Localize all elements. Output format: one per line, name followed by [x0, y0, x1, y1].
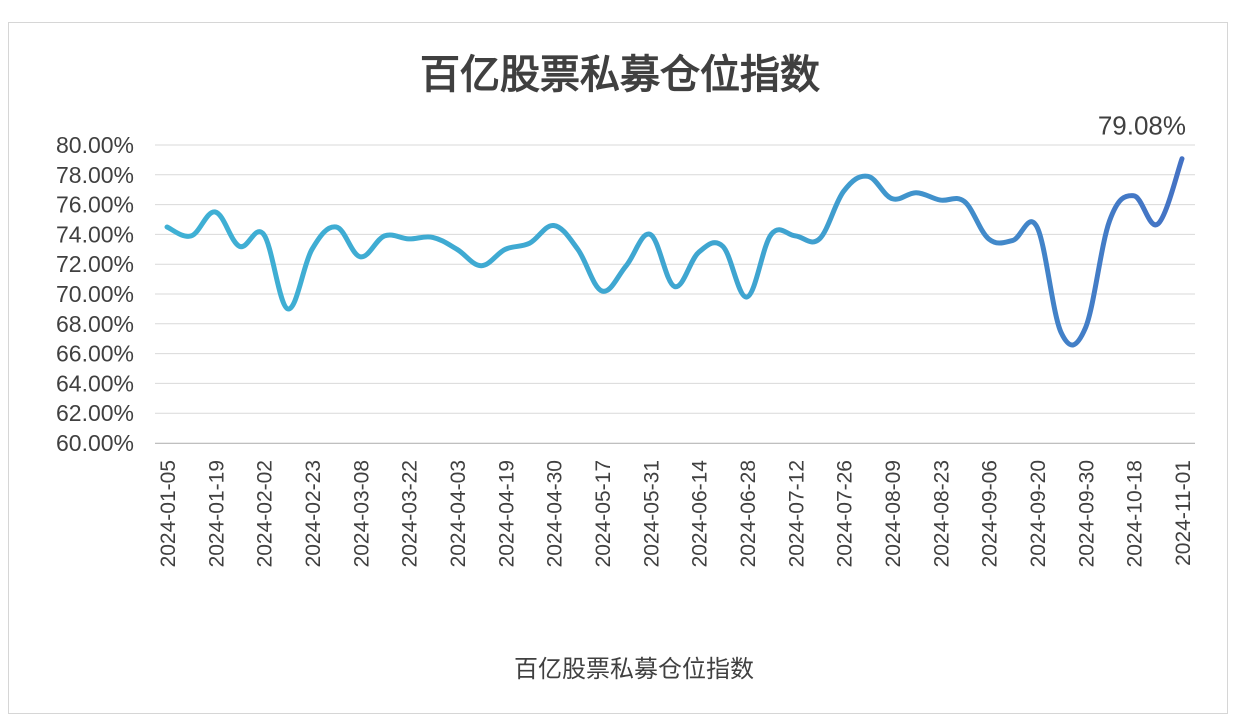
x-tick-label: 2024-03-22	[399, 460, 422, 567]
y-tick-label: 74.00%	[56, 221, 134, 247]
x-tick-label: 2024-03-08	[350, 460, 373, 567]
legend-label: 百亿股票私募仓位指数	[514, 655, 754, 683]
series-layer	[164, 156, 1185, 348]
x-tick-label: 2024-07-12	[785, 460, 808, 567]
y-tick-label: 64.00%	[56, 370, 134, 396]
data-labels: 79.08%	[1098, 111, 1186, 141]
legend: 百亿股票私募仓位指数	[437, 655, 754, 683]
x-tick-label: 2024-05-17	[592, 460, 615, 567]
x-tick-label: 2024-02-02	[254, 460, 277, 567]
grid-lines	[155, 144, 1195, 444]
series-line	[164, 156, 1185, 348]
y-tick-label: 76.00%	[56, 192, 134, 218]
x-tick-label: 2024-09-30	[1075, 460, 1098, 567]
x-tick-label: 2024-08-23	[930, 460, 953, 567]
y-tick-label: 60.00%	[56, 430, 134, 456]
x-tick-label: 2024-01-19	[205, 460, 228, 567]
x-tick-label: 2024-04-19	[495, 460, 518, 567]
x-tick-label: 2024-09-20	[1027, 460, 1050, 567]
y-tick-label: 78.00%	[56, 162, 134, 188]
y-tick-label: 62.00%	[56, 400, 134, 426]
x-tick-label: 2024-02-23	[302, 460, 325, 567]
x-tick-label: 2024-11-01	[1172, 460, 1195, 566]
y-axis: 60.00% 62.00% 64.00% 66.00% 68.00% 70.00% 72.0…	[56, 132, 134, 456]
x-tick-label: 2024-04-30	[544, 460, 567, 567]
y-tick-label: 66.00%	[56, 341, 134, 367]
data-label: 79.08%	[1098, 111, 1186, 141]
x-axis: 2024-01-05 2024-01-19 2024-02-02 2024-02-23…	[155, 443, 1195, 568]
x-tick-label: 2024-06-14	[689, 460, 712, 568]
y-tick-label: 70.00%	[56, 281, 134, 307]
x-tick-label: 2024-04-03	[447, 460, 470, 567]
x-tick-label: 2024-07-26	[834, 460, 857, 567]
chart-frame	[8, 22, 1228, 714]
y-tick-label: 80.00%	[56, 132, 134, 158]
x-tick-label: 2024-08-09	[882, 460, 905, 567]
x-tick-label: 2024-10-18	[1124, 460, 1147, 567]
y-tick-label: 68.00%	[56, 311, 134, 337]
x-tick-label: 2024-09-06	[979, 460, 1002, 567]
x-tick-label: 2024-06-28	[737, 460, 760, 567]
chart-title: 百亿股票私募仓位指数	[420, 52, 820, 98]
x-tick-label: 2024-01-05	[157, 460, 180, 567]
x-tick-label: 2024-05-31	[640, 460, 663, 567]
y-tick-label: 72.00%	[56, 251, 134, 277]
